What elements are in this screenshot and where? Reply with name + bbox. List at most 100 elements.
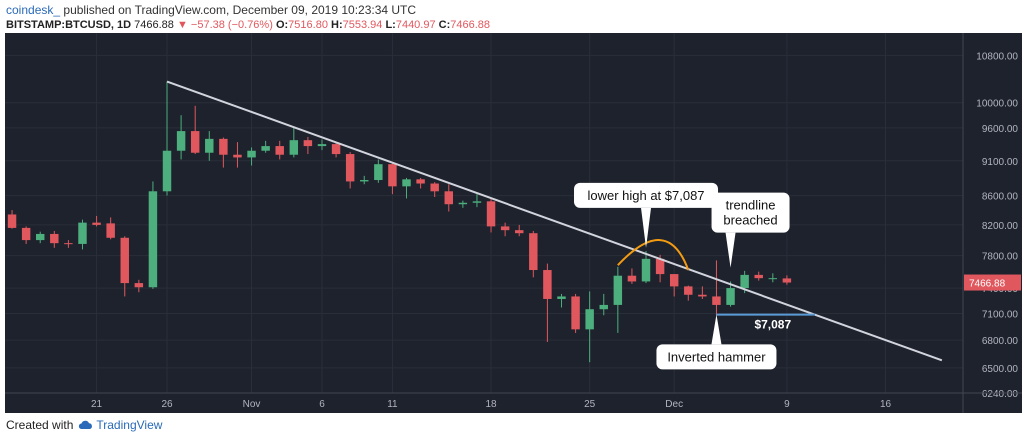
tradingview-logo[interactable]: TradingView bbox=[77, 418, 162, 432]
close-value: 7466.88 bbox=[450, 19, 491, 31]
y-tick-label: 8200.00 bbox=[982, 221, 1019, 232]
tradingview-brand: TradingView bbox=[96, 418, 163, 432]
candle-body bbox=[444, 191, 454, 205]
x-tick-label: 11 bbox=[387, 399, 398, 410]
candle-body bbox=[317, 144, 327, 147]
open-label: O: bbox=[275, 19, 289, 31]
candle-body bbox=[613, 275, 623, 305]
symbol-label: BITSTAMP:BTCUSD, 1D bbox=[6, 19, 132, 31]
footer: Created with TradingView bbox=[6, 418, 162, 432]
chart-background bbox=[5, 33, 1022, 413]
price-tag-label: 7466.88 bbox=[969, 279, 1006, 290]
y-tick-label: 6500.00 bbox=[982, 364, 1019, 375]
x-tick-label: 6 bbox=[319, 399, 325, 410]
candle-body bbox=[35, 233, 45, 241]
candle-body bbox=[655, 258, 665, 275]
y-tick-label: 9100.00 bbox=[982, 157, 1019, 168]
candle-body bbox=[500, 226, 510, 231]
x-tick-label: 21 bbox=[91, 399, 103, 410]
y-tick-label: 6240.00 bbox=[982, 389, 1019, 400]
annotation-label: breached bbox=[723, 213, 777, 228]
annotation-label: trendline bbox=[726, 198, 776, 213]
candle-body bbox=[782, 278, 792, 283]
candle-body bbox=[21, 227, 31, 241]
candle-body bbox=[219, 138, 228, 155]
candle-body bbox=[627, 275, 637, 282]
candle-body bbox=[543, 270, 552, 299]
open-value: 7516.80 bbox=[288, 19, 328, 31]
candle-body bbox=[684, 286, 693, 295]
candle-body bbox=[458, 202, 468, 205]
publish-header: coindesk_ published on TradingView.com, … bbox=[6, 3, 416, 17]
callout-pointer bbox=[711, 314, 722, 345]
last-price: 7466.88 bbox=[134, 19, 174, 31]
candle-body bbox=[430, 183, 439, 192]
high-label: H: bbox=[331, 19, 343, 31]
candle-body bbox=[50, 233, 59, 244]
close-label: C: bbox=[438, 19, 451, 31]
candle-body bbox=[289, 140, 299, 155]
candle-body bbox=[529, 233, 538, 271]
price-change: −57.38 (−0.76%) bbox=[190, 19, 273, 31]
candle-body bbox=[669, 274, 679, 287]
y-tick-label: 10800.00 bbox=[976, 51, 1018, 62]
candle-body bbox=[641, 258, 651, 282]
y-tick-label: 10000.00 bbox=[976, 99, 1018, 110]
change-arrow-icon: ▼ bbox=[176, 19, 188, 31]
candle-body bbox=[275, 146, 284, 155]
x-tick-label: Nov bbox=[243, 399, 261, 410]
candle-body bbox=[472, 201, 482, 203]
candle-body bbox=[374, 164, 383, 181]
candle-body bbox=[205, 138, 214, 153]
candle-body bbox=[233, 154, 242, 158]
candle-body bbox=[416, 179, 425, 184]
x-tick-label: 9 bbox=[784, 399, 790, 410]
annotation-label: Inverted hammer bbox=[667, 349, 766, 364]
candle-body bbox=[698, 294, 707, 297]
candle-body bbox=[331, 144, 341, 155]
candle-body bbox=[768, 278, 778, 280]
candle-body bbox=[402, 179, 411, 187]
candle-body bbox=[571, 296, 580, 330]
cloud-icon bbox=[79, 420, 93, 429]
candle-body bbox=[261, 146, 270, 151]
price-tag-box bbox=[964, 274, 1021, 291]
candle-body bbox=[303, 140, 313, 147]
y-tick-label: 8600.00 bbox=[982, 192, 1019, 203]
x-tick-label: 16 bbox=[880, 399, 892, 410]
lower-high-arc bbox=[617, 239, 690, 271]
y-tick-label: 7800.00 bbox=[982, 252, 1019, 263]
created-with-text: Created with bbox=[6, 418, 74, 432]
candle-body bbox=[726, 288, 735, 305]
candle-body bbox=[176, 131, 186, 151]
candle-body bbox=[148, 191, 158, 288]
candle-body bbox=[247, 150, 256, 158]
candle-body bbox=[162, 150, 172, 192]
callout-box bbox=[574, 182, 719, 208]
candle-body bbox=[740, 274, 749, 289]
candle-body bbox=[557, 296, 566, 299]
callout-box bbox=[711, 192, 790, 233]
candle-body bbox=[388, 164, 397, 187]
candle-body bbox=[486, 201, 496, 227]
low-value: 7440.97 bbox=[395, 19, 436, 31]
x-tick-label: Dec bbox=[665, 399, 683, 410]
x-tick-label: 25 bbox=[584, 399, 596, 410]
support-label: $7,087 bbox=[754, 318, 791, 332]
y-tick-label: 6800.00 bbox=[982, 336, 1019, 347]
author-name[interactable]: coindesk_ bbox=[6, 3, 61, 17]
callout-box bbox=[656, 344, 777, 370]
callout-pointer bbox=[725, 232, 736, 268]
candle-body bbox=[134, 283, 144, 288]
callout-pointer bbox=[641, 207, 652, 248]
candle-body bbox=[92, 222, 101, 225]
x-tick-label: 18 bbox=[485, 399, 497, 410]
published-text: published on TradingView.com, December 0… bbox=[63, 3, 417, 17]
candle-body bbox=[514, 230, 524, 234]
candle-body bbox=[360, 180, 369, 182]
y-tick-label: 7100.00 bbox=[982, 310, 1019, 321]
candle-body bbox=[64, 243, 73, 245]
low-label: L: bbox=[385, 19, 396, 31]
candle-body bbox=[345, 154, 355, 182]
